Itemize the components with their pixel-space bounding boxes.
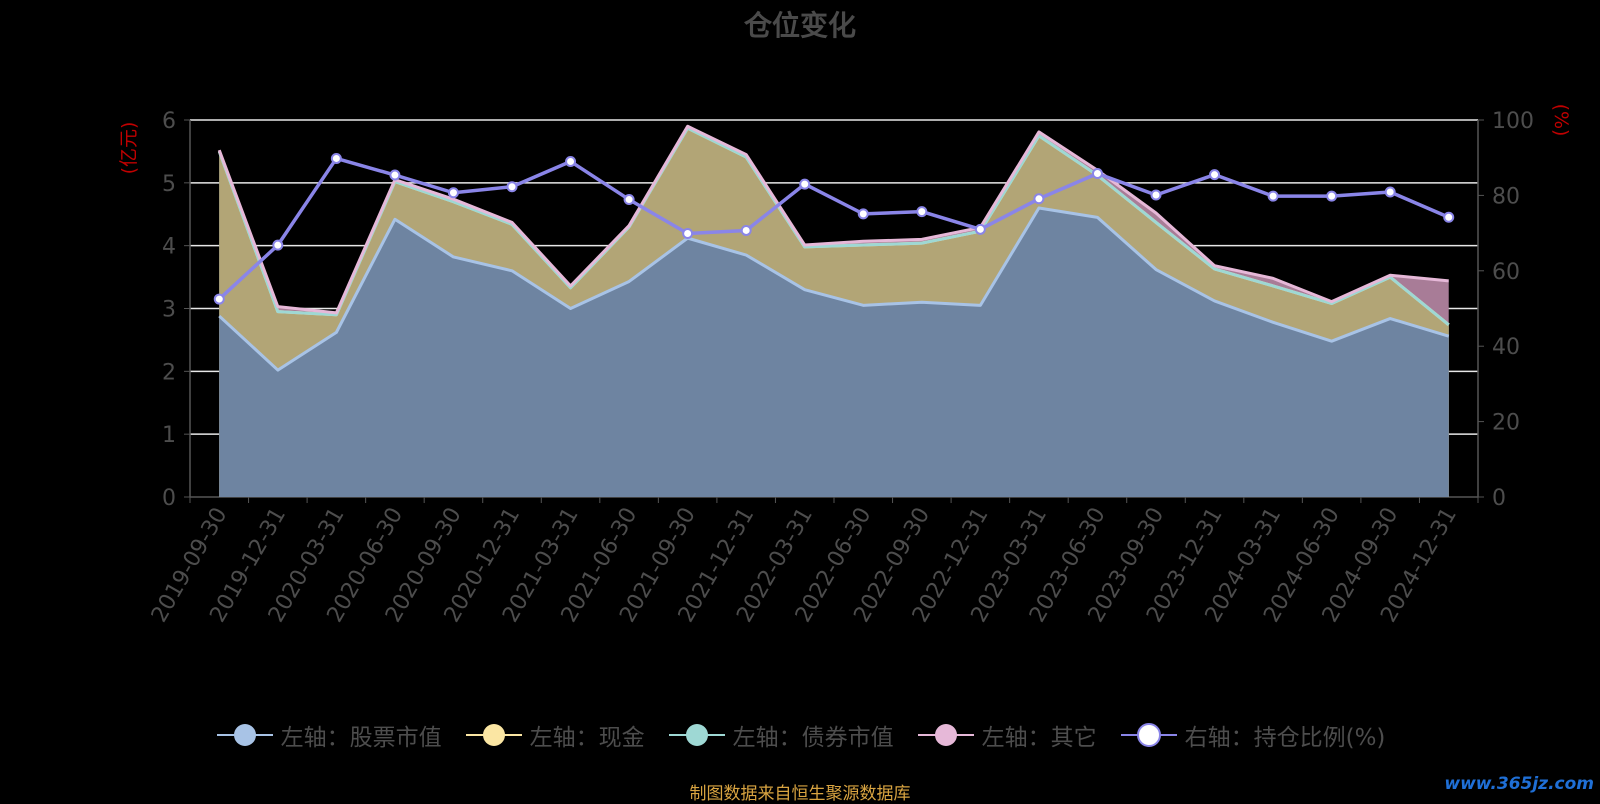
legend-item[interactable]: 左轴：股票市值 [215,718,442,752]
chart-title: 仓位变化 [743,9,856,42]
y-right-axis-label: (%) [1550,104,1572,137]
legend-item[interactable]: 右轴：持仓比例(%) [1119,718,1386,752]
y-left-axis-label: (亿元) [118,122,140,175]
legend: 左轴：股票市值 左轴：现金 左轴：债券市值 左轴：其它 右轴：持仓比例(%) [0,718,1600,752]
legend-label: 左轴：其它 [981,725,1097,751]
y-left-tick-label: 5 [162,172,176,197]
y-left-tick-label: 2 [162,360,176,385]
holding-ratio-point [389,169,401,181]
legend-label: 左轴：债券市值 [732,725,894,751]
y-left-tick-label: 3 [162,298,176,323]
y-left-tick-label: 4 [162,235,176,260]
line-左轴：其它 [217,124,1449,315]
holding-ratio-point [447,187,459,199]
legend-symbol [917,724,974,746]
holding-ratio-point [623,194,635,206]
holding-ratio-point [330,152,342,164]
legend-item[interactable]: 左轴：债券市值 [667,718,894,752]
holding-ratio-point [506,181,518,193]
y-right-tick-label: 80 [1492,184,1520,209]
line-左轴：债券市值 [217,126,1450,326]
legend-item[interactable]: 左轴：现金 [464,718,645,752]
holding-ratio-point [857,208,869,220]
area-左轴：股票市值 [219,207,1449,497]
y-left-tick-label: 1 [162,423,176,448]
legend-symbol [216,724,273,746]
holding-ratio-point [1384,186,1396,198]
legend-item[interactable]: 左轴：其它 [916,718,1097,752]
legend-symbol [1120,723,1177,747]
watermark: www.365jz.com [1444,774,1594,794]
holding-ratio-point [974,223,986,235]
holding-ratio-point [1326,190,1338,202]
y-left-tick-label: 6 [162,109,176,134]
source-note: 制图数据来自恒生聚源数据库 [689,784,911,804]
holding-ratio-point [1091,168,1103,180]
holding-ratio-point [1033,193,1045,205]
y-right-tick-label: 0 [1492,486,1506,511]
y-left-tick-label: 0 [162,486,176,511]
holding-ratio-point [565,155,577,167]
legend-symbol [465,724,522,746]
holding-ratio-point [682,227,694,239]
holding-ratio-point [1209,169,1221,181]
holding-ratio-point [799,178,811,190]
chart-svg: 0123456020406080100(亿元)(%)2019-09-302019… [118,104,1572,627]
y-right-tick-label: 100 [1492,109,1534,134]
line-左轴：股票市值 [218,206,1450,372]
y-right-tick-label: 40 [1492,335,1520,360]
holding-ratio-point [213,293,225,305]
holding-ratio-point [740,224,752,236]
y-right-tick-label: 60 [1492,260,1520,285]
holding-ratio-point [916,206,928,218]
y-right-tick-label: 20 [1492,411,1520,436]
line-holding-ratio [218,156,1450,301]
holding-ratio-point [1267,190,1279,202]
holding-ratio-point [1150,189,1162,201]
holding-ratio-point [272,239,284,251]
legend-symbol [668,724,725,746]
legend-label: 左轴：股票市值 [280,725,442,751]
legend-label: 右轴：持仓比例(%) [1184,725,1386,751]
legend-label: 左轴：现金 [529,725,645,751]
holding-ratio-point [1443,211,1455,223]
